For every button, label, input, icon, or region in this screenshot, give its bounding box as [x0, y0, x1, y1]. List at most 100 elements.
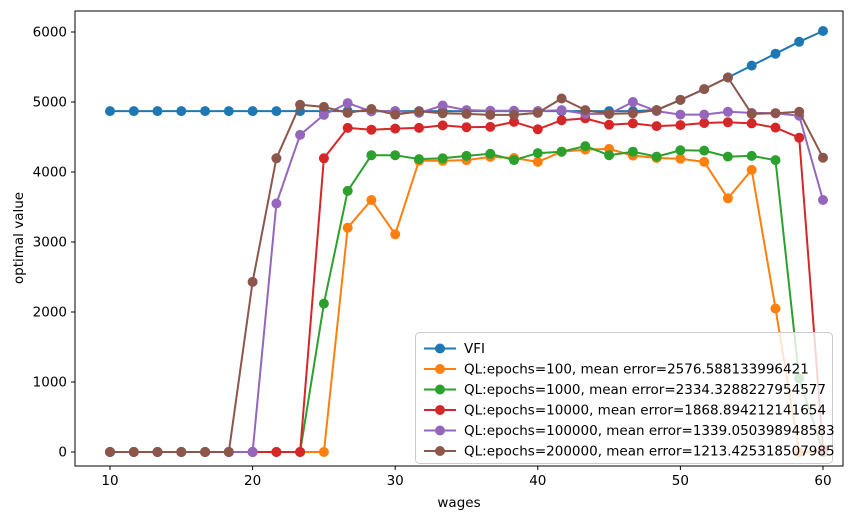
- data-point: [722, 72, 733, 83]
- data-point: [818, 26, 828, 36]
- data-point: [699, 84, 710, 95]
- x-tick-label: 40: [529, 473, 546, 489]
- data-point: [675, 145, 686, 156]
- data-point: [366, 150, 377, 161]
- y-tick-label: 3000: [33, 235, 67, 251]
- data-point: [271, 447, 282, 457]
- data-point: [722, 193, 733, 204]
- y-axis-label: optimal value: [11, 192, 27, 284]
- data-point: [390, 229, 401, 240]
- x-tick-label: 50: [672, 473, 689, 489]
- data-point: [271, 106, 282, 117]
- data-point: [318, 109, 329, 120]
- data-point: [461, 108, 472, 119]
- data-point: [651, 121, 662, 132]
- data-point: [390, 109, 401, 120]
- series-line: [109, 30, 824, 113]
- data-point: [414, 106, 424, 117]
- data-point: [675, 109, 686, 120]
- data-point: [390, 123, 401, 134]
- data-point: [604, 150, 615, 161]
- y-tick-label: 0: [58, 445, 67, 461]
- data-point: [271, 198, 282, 209]
- data-point: [722, 106, 733, 117]
- y-tick-label: 4000: [33, 165, 67, 181]
- data-point: [532, 107, 543, 118]
- data-point: [152, 106, 163, 117]
- data-point: [651, 105, 662, 116]
- data-point: [247, 106, 258, 117]
- legend-dot-marker-icon: [435, 405, 445, 415]
- legend-dot-marker-icon: [435, 446, 445, 456]
- data-point: [794, 36, 805, 47]
- data-point: [128, 447, 139, 457]
- x-tick-label: 60: [814, 473, 831, 489]
- data-point: [580, 105, 591, 116]
- legend-label: QL:epochs=10000, mean error=1868.8942121…: [464, 403, 826, 419]
- data-point: [437, 108, 448, 119]
- data-point: [746, 150, 757, 161]
- y-tick-label: 1000: [33, 375, 67, 391]
- data-point: [152, 447, 163, 457]
- data-point: [247, 276, 258, 287]
- data-point: [675, 120, 686, 131]
- data-point: [223, 447, 234, 457]
- legend-label: QL:epochs=200000, mean error=1213.425318…: [464, 444, 835, 460]
- data-point: [509, 155, 519, 166]
- data-point: [532, 148, 543, 159]
- data-point: [271, 153, 282, 164]
- data-point: [295, 99, 306, 110]
- x-tick-label: 20: [244, 473, 261, 489]
- data-point: [651, 151, 662, 162]
- data-point: [770, 122, 781, 133]
- data-point: [366, 104, 377, 114]
- data-point: [699, 156, 710, 167]
- data-point: [699, 145, 710, 156]
- data-point: [699, 118, 710, 128]
- legend-dot-marker-icon: [435, 364, 445, 374]
- data-point: [770, 155, 781, 166]
- y-tick-label: 2000: [33, 305, 67, 321]
- data-point: [390, 150, 401, 161]
- data-point: [532, 124, 543, 135]
- data-point: [604, 108, 615, 119]
- data-point: [746, 164, 757, 175]
- data-point: [675, 94, 686, 105]
- legend-label: QL:epochs=100000, mean error=1339.050398…: [464, 423, 835, 439]
- data-point: [485, 109, 496, 120]
- data-point: [794, 132, 805, 143]
- data-point: [342, 222, 353, 233]
- plot-border: [74, 10, 844, 467]
- data-point: [200, 447, 211, 457]
- data-point: [532, 156, 543, 167]
- legend: [415, 332, 833, 464]
- data-point: [318, 447, 329, 457]
- data-point: [699, 109, 710, 120]
- data-point: [414, 154, 424, 165]
- data-point: [722, 117, 733, 128]
- data-point: [342, 98, 353, 109]
- data-point: [509, 109, 519, 120]
- data-point: [770, 48, 781, 59]
- data-point: [295, 447, 306, 457]
- data-point: [318, 298, 329, 309]
- x-tick-label: 30: [387, 473, 404, 489]
- y-tick-label: 6000: [33, 25, 67, 41]
- data-point: [342, 107, 353, 118]
- data-point: [770, 303, 781, 314]
- data-point: [105, 106, 115, 117]
- data-point: [794, 106, 805, 117]
- data-point: [770, 108, 781, 119]
- data-point: [105, 447, 115, 457]
- data-point: [818, 195, 828, 205]
- data-point: [318, 153, 329, 164]
- data-point: [485, 121, 496, 132]
- data-point: [556, 105, 567, 116]
- data-point: [176, 106, 187, 117]
- data-point: [437, 100, 448, 111]
- data-point: [437, 153, 448, 164]
- data-point: [485, 148, 496, 159]
- data-point: [318, 101, 329, 112]
- data-point: [627, 108, 638, 119]
